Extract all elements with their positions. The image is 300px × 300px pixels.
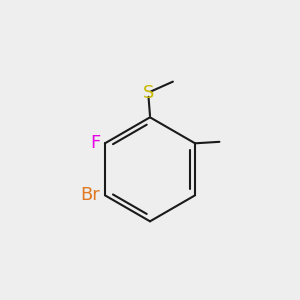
Text: F: F [90, 134, 100, 152]
Text: Br: Br [80, 186, 100, 204]
Text: S: S [143, 84, 154, 102]
